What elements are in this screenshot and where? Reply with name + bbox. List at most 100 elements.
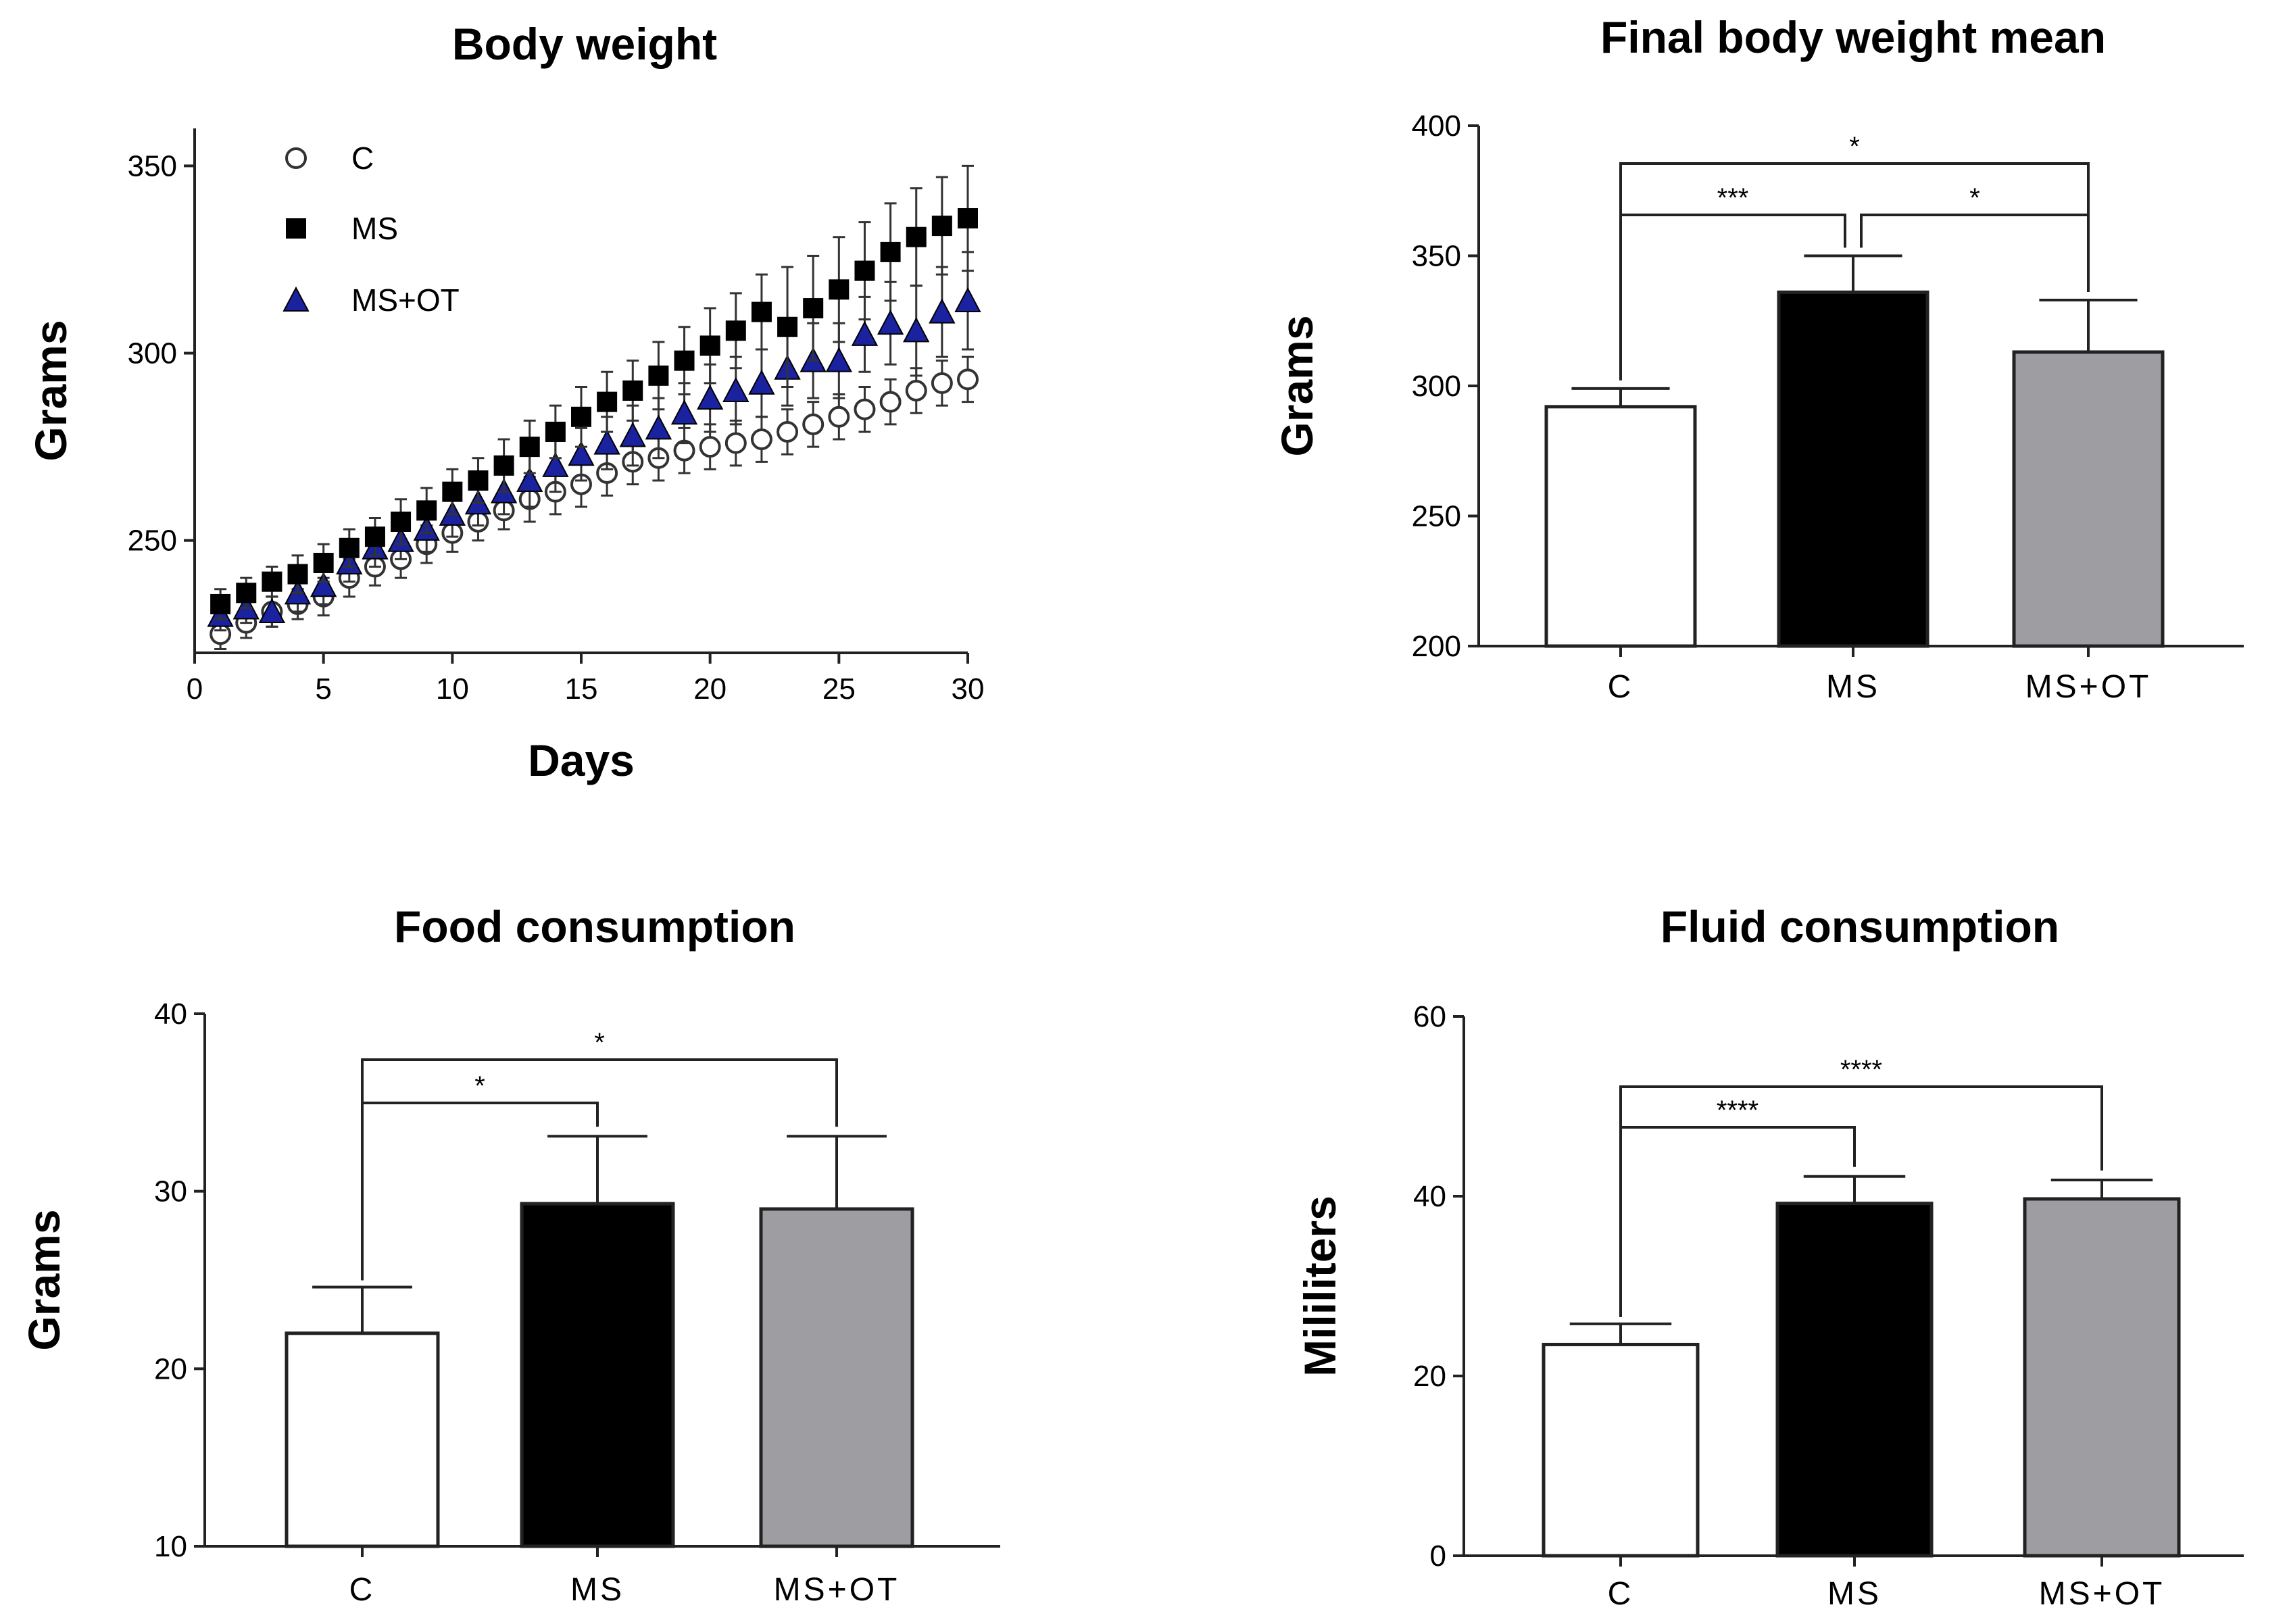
data-point (699, 335, 720, 356)
data-point (287, 564, 308, 585)
y-tick-label: 20 (1413, 1360, 1446, 1393)
data-point (854, 260, 875, 281)
category-label-ms: MS (1827, 1576, 1882, 1612)
data-point (545, 421, 566, 442)
data-point (957, 368, 979, 391)
data-point (670, 399, 698, 425)
data-point (829, 279, 850, 300)
x-tick-label: 0 (187, 672, 203, 706)
significance-bracket (1860, 214, 2090, 292)
y-tick-label: 350 (1412, 240, 1461, 273)
significance-label: **** (1840, 1055, 1882, 1085)
legend-marker-ms-ot (282, 286, 310, 312)
x-tick-label: 15 (565, 672, 598, 706)
x-tick-label: 10 (436, 672, 469, 706)
x-tick-label: 25 (822, 672, 856, 706)
y-axis-title: Mililiters (1295, 1196, 1345, 1377)
data-point (210, 593, 231, 614)
data-point (593, 429, 620, 455)
data-point (516, 466, 543, 493)
bar-ms-ot (2012, 350, 2165, 648)
data-point (877, 310, 904, 335)
y-tick-label: 20 (154, 1352, 187, 1385)
significance-label: * (474, 1071, 485, 1101)
data-point (699, 436, 721, 458)
data-point (954, 287, 981, 312)
y-tick-label: 300 (128, 337, 177, 370)
y-tick-label: 30 (154, 1175, 187, 1208)
significance-label: **** (1717, 1096, 1759, 1125)
data-point (879, 391, 902, 413)
y-tick-label: 40 (1413, 1180, 1446, 1213)
data-point (828, 405, 850, 428)
data-point (236, 583, 257, 604)
data-point (568, 441, 595, 466)
x-tick-label: 5 (315, 672, 331, 706)
bar-ms (1777, 290, 1929, 648)
x-axis-title: Days (528, 735, 635, 785)
bar-ms-ot (759, 1207, 914, 1548)
y-tick-label: 350 (128, 149, 177, 182)
bar-c (1542, 1342, 1700, 1558)
y-tick-label: 10 (154, 1530, 187, 1563)
data-point (724, 432, 747, 454)
data-point (750, 428, 772, 451)
data-point (258, 597, 286, 624)
x-tick-label: 30 (952, 672, 985, 706)
data-point (777, 420, 799, 443)
panel-final-body-weight: Final body weight mean (1600, 12, 2106, 62)
data-point (519, 437, 540, 458)
data-point (958, 208, 978, 229)
panel-fluid-consumption: Fluid consumption (1661, 902, 2059, 952)
y-tick-label: 0 (1430, 1540, 1446, 1573)
significance-label: *** (1717, 183, 1749, 213)
data-point (262, 571, 282, 592)
data-point (825, 347, 852, 372)
data-point (619, 422, 646, 447)
bar-ms-ot (2023, 1197, 2181, 1558)
y-axis-title: Grams (26, 320, 76, 461)
significance-bracket (1619, 162, 2090, 375)
data-point (493, 455, 514, 476)
data-point (905, 380, 927, 401)
final-body-weight-title: Final body weight mean (1600, 12, 2106, 62)
data-point (748, 369, 775, 395)
bar-ms (1775, 1202, 1934, 1558)
data-point (645, 414, 672, 440)
data-point (851, 320, 879, 346)
series-c (210, 355, 979, 650)
legend: C MS MS+OT (282, 141, 460, 318)
fluid-consumption-title: Fluid consumption (1661, 902, 2059, 952)
data-point (906, 226, 927, 247)
body-weight-chart: 0 5 10 15 20 25 30 250 300 350 Days Grams C MS MS+OT (26, 128, 984, 785)
data-point (931, 216, 952, 237)
y-tick-label: 40 (154, 998, 187, 1031)
significance-bracket (361, 1058, 838, 1281)
data-point (751, 301, 772, 322)
data-point (722, 376, 749, 402)
category-label-ms: MS (1826, 669, 1880, 705)
data-point (571, 406, 591, 427)
data-point (674, 350, 695, 371)
y-tick-label: 400 (1412, 109, 1461, 143)
series-ms (210, 164, 978, 620)
data-point (803, 298, 824, 319)
category-label-c: C (1608, 1576, 1634, 1612)
data-point (313, 552, 334, 573)
y-axis-title: Grams (19, 1209, 69, 1350)
significance-label: * (594, 1028, 605, 1058)
data-point (903, 317, 930, 343)
fluidconsumption-chart: 0 20 40 60 Mililiters C MS MS+OT **** **** (1295, 1000, 2244, 1612)
legend-marker-c (285, 147, 307, 169)
legend-label-ms-ot: MS+OT (351, 282, 460, 318)
data-point (364, 526, 385, 547)
y-tick-label: 300 (1412, 370, 1461, 403)
data-point (542, 451, 569, 477)
panel-body-weight: Body weight (452, 19, 717, 69)
data-point (416, 500, 437, 521)
significance-label: * (1849, 132, 1860, 162)
data-point (442, 481, 463, 502)
category-label-c: C (349, 1572, 376, 1608)
panel-food-consumption: Food consumption (394, 902, 795, 952)
